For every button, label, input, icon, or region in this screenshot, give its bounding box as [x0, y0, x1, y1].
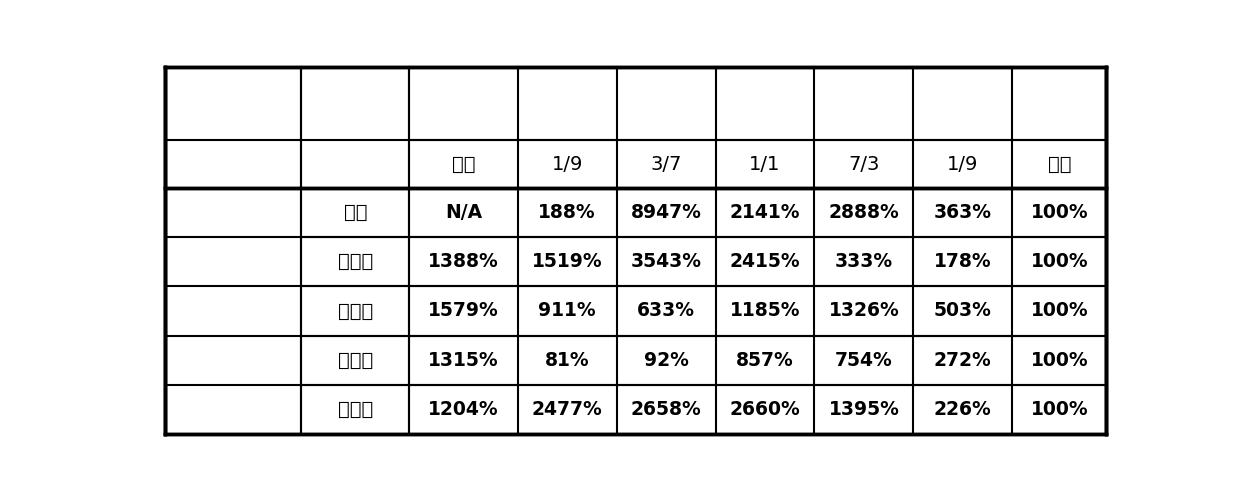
- Text: 1579%: 1579%: [428, 302, 498, 320]
- Text: 633%: 633%: [637, 302, 696, 320]
- Text: 1388%: 1388%: [428, 252, 498, 271]
- Text: 1/9: 1/9: [552, 155, 583, 174]
- Text: 仅酸: 仅酸: [451, 155, 475, 174]
- Text: 503%: 503%: [934, 302, 992, 320]
- Text: 1/9: 1/9: [947, 155, 978, 174]
- Text: 1204%: 1204%: [428, 400, 498, 419]
- Text: 糖: 糖: [227, 118, 239, 138]
- Text: 仅糖: 仅糖: [1048, 155, 1071, 174]
- Text: 100%: 100%: [1030, 252, 1089, 271]
- Text: 琥珀酸: 琥珀酸: [337, 400, 373, 419]
- Text: 8947%: 8947%: [631, 203, 702, 222]
- Bar: [413, 68, 1104, 140]
- Text: 100%: 100%: [1030, 400, 1089, 419]
- Text: 272%: 272%: [934, 351, 992, 370]
- Text: 2415%: 2415%: [729, 252, 800, 271]
- Text: 2660%: 2660%: [729, 400, 800, 419]
- Text: 911%: 911%: [538, 302, 596, 320]
- Text: 7/3: 7/3: [848, 155, 879, 174]
- Text: 酒石酸: 酒石酸: [337, 252, 373, 271]
- Text: 754%: 754%: [835, 351, 893, 370]
- Text: 2888%: 2888%: [828, 203, 899, 222]
- Text: 1519%: 1519%: [532, 252, 603, 271]
- Text: 甘露糖: 甘露糖: [215, 301, 252, 321]
- Text: 3/7: 3/7: [651, 155, 682, 174]
- Text: 酸: 酸: [350, 118, 362, 138]
- Text: 3543%: 3543%: [631, 252, 702, 271]
- Text: 363%: 363%: [934, 203, 992, 222]
- Text: 1395%: 1395%: [828, 400, 899, 419]
- Text: 81%: 81%: [544, 351, 589, 370]
- Text: 苹果酸: 苹果酸: [337, 302, 373, 320]
- Text: 柠橬酸: 柠橬酸: [337, 351, 373, 370]
- Text: 100%: 100%: [1030, 351, 1089, 370]
- Text: 2141%: 2141%: [730, 203, 800, 222]
- Text: 92%: 92%: [644, 351, 688, 370]
- Text: 226%: 226%: [934, 400, 992, 419]
- Text: N/A: N/A: [445, 203, 482, 222]
- Text: 857%: 857%: [737, 351, 794, 370]
- Text: 333%: 333%: [835, 252, 893, 271]
- Bar: [304, 68, 407, 187]
- Bar: [167, 68, 299, 187]
- Text: 2658%: 2658%: [631, 400, 702, 419]
- Text: 乳酸: 乳酸: [343, 203, 367, 222]
- Text: 1326%: 1326%: [828, 302, 899, 320]
- Text: 100%: 100%: [1030, 302, 1089, 320]
- Text: 1185%: 1185%: [730, 302, 800, 320]
- Text: 糖/酸比率，以重量计: 糖/酸比率，以重量计: [424, 94, 536, 113]
- Text: 178%: 178%: [934, 252, 992, 271]
- Text: 1315%: 1315%: [428, 351, 498, 370]
- Text: 100%: 100%: [1030, 203, 1089, 222]
- Text: 188%: 188%: [538, 203, 596, 222]
- Text: 2477%: 2477%: [532, 400, 603, 419]
- Text: 1/1: 1/1: [749, 155, 781, 174]
- Bar: [167, 189, 299, 433]
